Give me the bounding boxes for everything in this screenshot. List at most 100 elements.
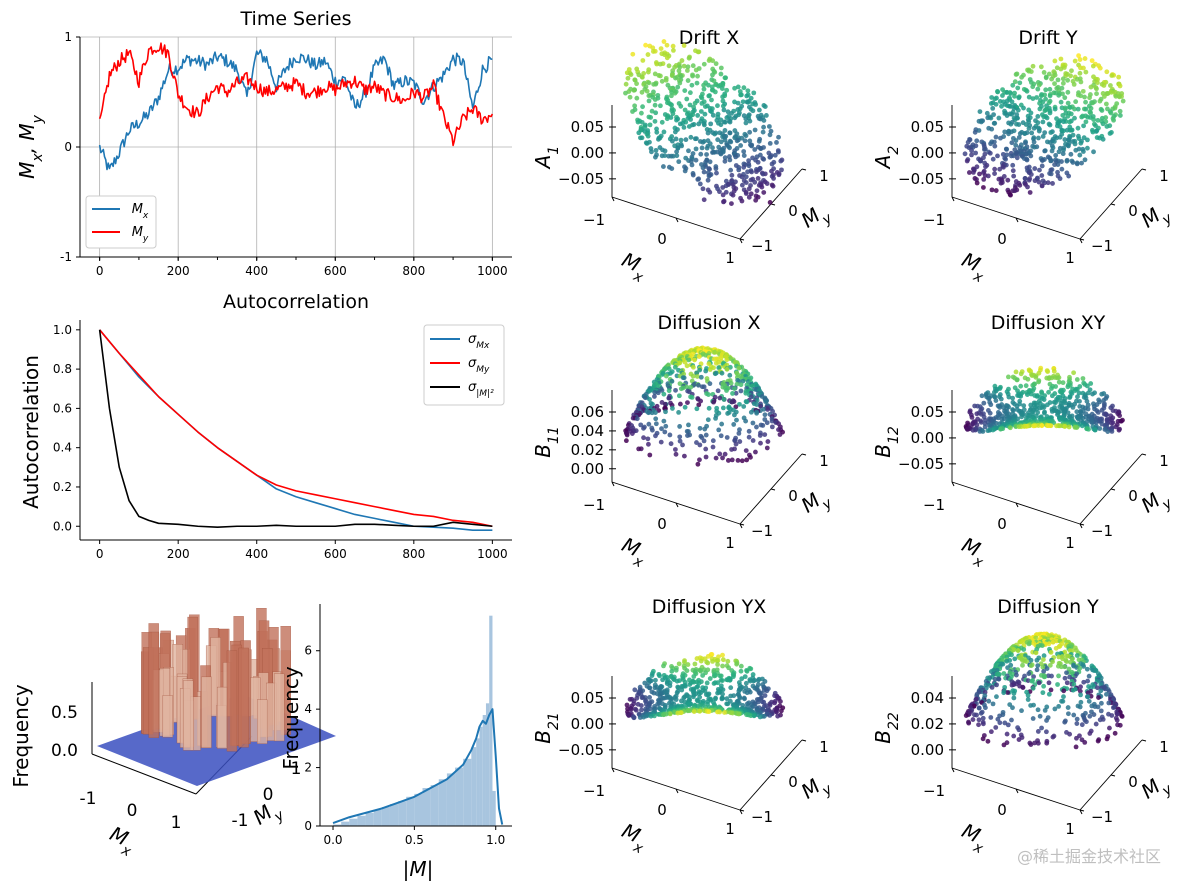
autocorrelation-series-2 — [98, 329, 493, 529]
drift-y-point — [969, 148, 974, 154]
diffusion-yx-point — [767, 712, 773, 718]
diffusion-xy-point — [1070, 404, 1076, 410]
drift-y-point — [978, 119, 984, 125]
hist-bar — [422, 788, 431, 826]
x-tick-label: 0 — [96, 264, 104, 278]
drift-x-point — [679, 58, 685, 63]
diffusion-y-point — [1009, 682, 1015, 688]
diffusion-x-point — [710, 438, 716, 444]
drift-x-point — [657, 61, 663, 67]
z-tick-label: −0.05 — [558, 170, 604, 188]
z-tick-label: 0.05 — [571, 118, 604, 136]
diffusion-y-point — [976, 717, 982, 723]
diffusion-x-point — [629, 431, 635, 436]
drift-x-point — [720, 192, 726, 198]
drift-x-point — [678, 137, 684, 143]
drift-x-point — [729, 172, 735, 178]
drift-y-point — [1017, 80, 1023, 86]
diffusion-yx-point — [738, 663, 744, 669]
drift-x-point — [668, 153, 674, 159]
diffusion-x-point — [682, 404, 688, 410]
diffusion-yx-point — [717, 709, 723, 715]
diffusion-y-point — [1093, 721, 1099, 727]
diffusion-yx-point — [673, 697, 679, 703]
drift-y-point — [965, 139, 971, 145]
drift-y-point — [1011, 106, 1017, 111]
hist-bar — [482, 715, 486, 826]
hist-bar — [414, 793, 423, 826]
diffusion-x-point — [678, 386, 684, 392]
diffusion-x-point — [727, 372, 733, 378]
z-tick-label: 0.00 — [571, 144, 604, 162]
drift-x-point — [735, 84, 741, 90]
drift-x-point — [729, 201, 734, 206]
diffusion-y-point — [994, 694, 999, 700]
drift-y-point — [974, 180, 980, 186]
drift-x-point — [678, 103, 684, 109]
diffusion-y-point — [1031, 674, 1036, 680]
drift-y-point — [972, 129, 978, 135]
diffusion-x-point — [686, 357, 692, 363]
drift-x-point — [671, 48, 676, 53]
diffusion-y-point — [1007, 702, 1013, 708]
y-tick-label: 0.2 — [53, 480, 72, 494]
drift-y-point — [1091, 117, 1096, 122]
diffusion-xy-ylabel: My — [1137, 488, 1176, 518]
hist3d-bar — [162, 695, 173, 738]
diffusion-y-point — [1019, 708, 1024, 714]
drift-x-point — [753, 197, 759, 203]
drift-y-point — [1022, 131, 1028, 136]
diffusion-y-point — [1071, 681, 1077, 687]
diffusion-yx-point — [764, 688, 770, 694]
diffusion-x-point — [685, 400, 690, 406]
drift-x-point — [648, 115, 654, 120]
diffusion-y-point — [978, 710, 984, 716]
diffusion-y-point — [1078, 684, 1083, 690]
drift-y-point — [1035, 86, 1041, 92]
drift-y-point — [1068, 111, 1074, 117]
diffusion-yx-point — [678, 710, 684, 716]
diffusion-x-point — [666, 395, 672, 401]
diffusion-x-point — [706, 405, 712, 411]
x-tick-label: 200 — [167, 264, 190, 278]
diffusion-y-point — [1055, 682, 1060, 687]
drift-x-point — [741, 164, 747, 170]
drift-y-point — [1117, 113, 1123, 118]
hist3d-bar — [201, 676, 212, 749]
drift-x-point — [651, 81, 657, 87]
drift-x-point — [734, 138, 740, 144]
diffusion-x-point — [653, 433, 658, 439]
diffusion-y-point — [1028, 663, 1034, 669]
diffusion-yx-point — [638, 703, 644, 708]
diffusion-yx-point — [739, 676, 745, 682]
y-tick-label: 0.0 — [53, 519, 72, 533]
y-tick — [1110, 488, 1116, 491]
diffusion-y-point — [1015, 648, 1021, 653]
hist-bar — [479, 726, 483, 826]
y-tick — [1079, 523, 1085, 526]
diffusion-x-point — [681, 375, 687, 381]
y-tick — [739, 809, 745, 812]
drift-x-point — [636, 130, 642, 136]
diffusion-yx-point — [637, 715, 643, 720]
drift-x-point — [688, 134, 694, 140]
drift-x-point — [638, 135, 643, 141]
drift-y-point — [1057, 124, 1063, 129]
diffusion-x-point — [765, 439, 771, 444]
x-tick — [951, 196, 955, 202]
drift-x-point — [746, 194, 752, 200]
diffusion-y-point — [1064, 680, 1070, 686]
drift-x-point — [669, 138, 675, 144]
watermark: @稀土掘金技术社区 — [1016, 847, 1161, 866]
drift-y-point — [1090, 63, 1096, 69]
drift-y-point — [981, 185, 986, 190]
drift-x-point — [678, 73, 684, 79]
drift-x-point — [707, 159, 713, 165]
diffusion-xy-point — [1085, 402, 1091, 408]
diffusion-xy-point — [1018, 393, 1024, 399]
legend-box — [423, 324, 505, 406]
drift-y-point — [1023, 140, 1028, 146]
diffusion-y-point — [1005, 690, 1011, 695]
diffusion-x-point — [722, 451, 728, 457]
y-tick-label: 0 — [1128, 487, 1138, 505]
